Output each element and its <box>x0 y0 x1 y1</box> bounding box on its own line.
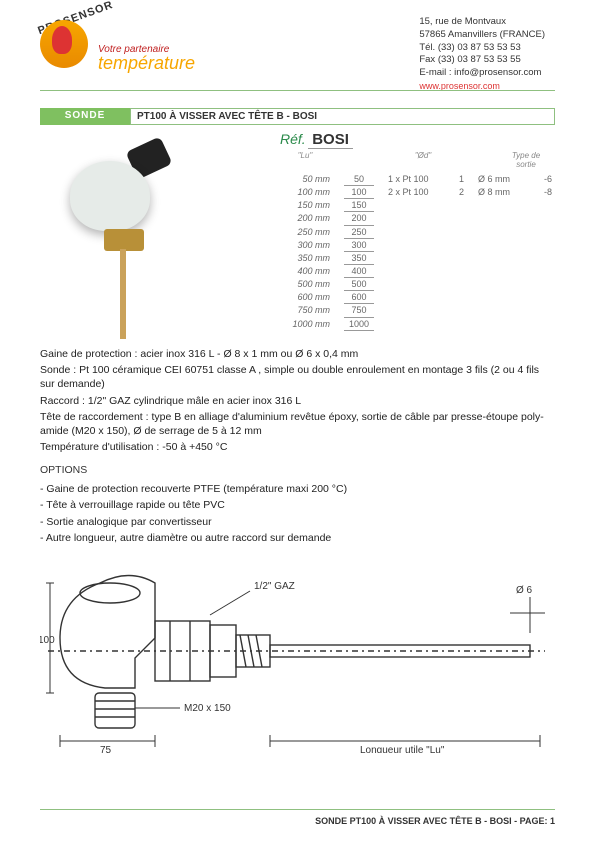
dg-w75: 75 <box>100 745 112 753</box>
spec-row: 750 mm 750 <box>280 304 552 317</box>
spec-len: 250 mm <box>280 226 330 238</box>
option-item: - Autre longueur, autre diamètre ou autr… <box>40 531 555 545</box>
option-item: - Sortie analogique par convertisseur <box>40 515 555 529</box>
spec-raccord: Raccord : 1/2" GAZ cylindrique mâle en a… <box>40 394 555 408</box>
spec-len: 1000 mm <box>280 318 330 330</box>
spec-row: 600 mm 600 <box>280 291 552 304</box>
spec-header: "Lu" "Ød" Type de sortie <box>280 151 552 169</box>
spec-lu: 200 <box>344 212 374 225</box>
spec-row: 150 mm 150 <box>280 199 552 212</box>
title-main: PT100 À VISSER AVEC TÊTE B - BOSI <box>130 108 555 125</box>
options-list: - Gaine de protection recouverte PTFE (t… <box>40 482 555 545</box>
spec-len: 500 mm <box>280 278 330 290</box>
photo-head-icon <box>70 161 150 231</box>
title-tag: SONDE <box>40 108 130 125</box>
spec-lu: 50 <box>344 173 374 186</box>
spec-row: 250 mm 250 <box>280 226 552 239</box>
photo-nut-icon <box>104 229 144 251</box>
spec-dia: Ø 6 mm <box>478 173 518 185</box>
spec-lu: 150 <box>344 199 374 212</box>
product-area: Réf. BOSI "Lu" "Ød" Type de sortie 50 mm… <box>40 131 555 341</box>
spec-row: 350 mm 350 <box>280 252 552 265</box>
header: PROSENSOR Votre partenaire température 1… <box>0 0 595 98</box>
tagline: Votre partenaire température <box>98 44 195 74</box>
spec-sonde: Sonde : Pt 100 céramique CEI 60751 class… <box>40 363 555 391</box>
technical-diagram: 1/2" GAZ Ø 6 100 M20 x 150 75 Longueur u… <box>40 553 555 753</box>
spec-lu: 350 <box>344 252 374 265</box>
spec-h-opt: "Ød" <box>408 151 438 169</box>
spec-nb: 1 x Pt 100 <box>388 173 438 185</box>
spec-lu: 400 <box>344 265 374 278</box>
spec-out: -8 <box>532 186 552 198</box>
header-rule <box>40 90 555 91</box>
spec-lu: 500 <box>344 278 374 291</box>
addr-email: E-mail : info@prosensor.com <box>419 67 545 80</box>
spec-len: 50 mm <box>280 173 330 185</box>
spec-len: 300 mm <box>280 239 330 251</box>
option-item: - Tête à verrouillage rapide ou tête PVC <box>40 498 555 512</box>
dg-h100: 100 <box>40 635 55 646</box>
spec-len: 100 mm <box>280 186 330 198</box>
spec-lu: 250 <box>344 226 374 239</box>
dg-d6: Ø 6 <box>516 585 533 596</box>
option-item: - Gaine de protection recouverte PTFE (t… <box>40 482 555 496</box>
spec-len: 150 mm <box>280 199 330 211</box>
company-address: 15, rue de Montvaux 57865 Amanvillers (F… <box>419 16 545 92</box>
spec-row: 400 mm 400 <box>280 265 552 278</box>
spec-text: Gaine de protection : acier inox 316 L -… <box>40 347 555 454</box>
spec-temp: Température d'utilisation : -50 à +450 °… <box>40 440 555 454</box>
spec-row: 100 mm 100 2 x Pt 100 2 Ø 8 mm -8 <box>280 186 552 199</box>
spec-dia: Ø 8 mm <box>478 186 518 198</box>
photo-probe-icon <box>120 249 126 339</box>
spec-row: 200 mm 200 <box>280 212 552 225</box>
spec-h-nb <box>344 151 394 169</box>
ref-label: Réf. <box>280 131 306 147</box>
spec-lu: 100 <box>344 186 374 199</box>
options-heading: OPTIONS <box>40 464 555 476</box>
ref-code: BOSI <box>308 131 353 149</box>
spec-len: 350 mm <box>280 252 330 264</box>
spec-row: 50 mm 50 1 x Pt 100 1 Ø 6 mm -6 <box>280 173 552 186</box>
spec-nb: 2 x Pt 100 <box>388 186 438 198</box>
footer: SONDE PT100 À VISSER AVEC TÊTE B - BOSI … <box>315 816 555 826</box>
logo: PROSENSOR <box>40 20 88 71</box>
spec-gaine: Gaine de protection : acier inox 316 L -… <box>40 347 555 361</box>
spec-lu: 1000 <box>344 318 374 331</box>
spec-row: 1000 mm 1000 <box>280 318 552 331</box>
spec-h-dia <box>452 151 492 169</box>
title-bar: SONDE PT100 À VISSER AVEC TÊTE B - BOSI <box>40 108 555 125</box>
spec-row: 300 mm 300 <box>280 239 552 252</box>
footer-rule <box>40 809 555 810</box>
dg-m20: M20 x 150 <box>184 703 231 714</box>
spec-lu: 300 <box>344 239 374 252</box>
reference-table: Réf. BOSI "Lu" "Ød" Type de sortie 50 mm… <box>280 131 552 341</box>
tagline-big: température <box>98 53 195 74</box>
spec-h-out: Type de sortie <box>506 151 546 169</box>
spec-len: 400 mm <box>280 265 330 277</box>
spec-len: 750 mm <box>280 304 330 316</box>
spec-lu: 750 <box>344 304 374 317</box>
logo-icon <box>40 20 88 68</box>
dg-gaz: 1/2" GAZ <box>254 581 295 592</box>
spec-h-lu: "Lu" <box>280 151 330 169</box>
addr-line2: 57865 Amanvillers (FRANCE) <box>419 29 545 42</box>
addr-tel: Tél. (33) 03 87 53 53 53 <box>419 42 545 55</box>
spec-lu: 600 <box>344 291 374 304</box>
spec-out: -6 <box>532 173 552 185</box>
dg-lu: Longueur utile "Lu" <box>360 745 445 753</box>
spec-n: 2 <box>452 186 464 198</box>
spec-row: 500 mm 500 <box>280 278 552 291</box>
addr-line1: 15, rue de Montvaux <box>419 16 545 29</box>
spec-tete: Tête de raccordement : type B en alliage… <box>40 410 555 438</box>
spec-len: 200 mm <box>280 212 330 224</box>
spec-len: 600 mm <box>280 291 330 303</box>
product-photo <box>40 131 270 341</box>
addr-fax: Fax (33) 03 87 53 53 55 <box>419 54 545 67</box>
spec-n: 1 <box>452 173 464 185</box>
